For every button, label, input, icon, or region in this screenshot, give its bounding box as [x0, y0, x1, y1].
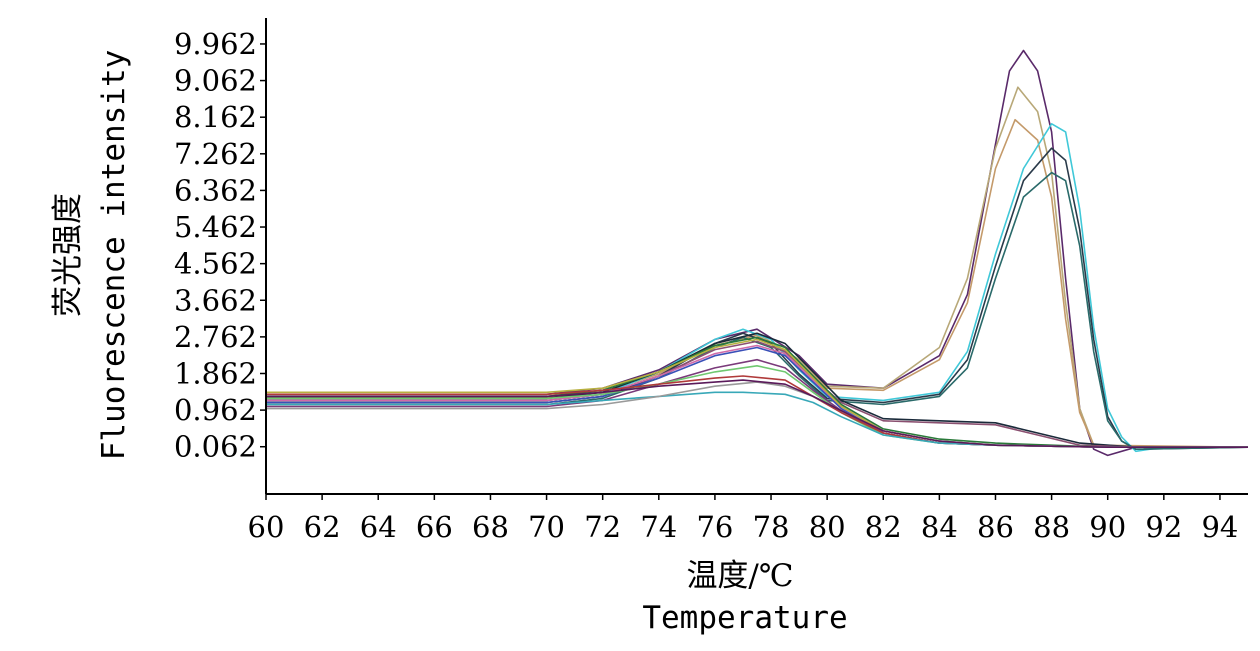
- x-tick-label: 90: [1089, 510, 1126, 544]
- y-tick-label: 5.462: [174, 210, 257, 244]
- series-line-4: [266, 123, 1248, 453]
- series-line-3: [266, 118, 1249, 448]
- y-tick-label: 4.562: [174, 247, 257, 281]
- x-tick-label: 86: [977, 510, 1014, 544]
- series-line-9: [266, 336, 1248, 448]
- y-tick-label: 9.062: [174, 64, 257, 98]
- x-tick-label: 84: [921, 510, 958, 544]
- y-tick-label: 3.662: [174, 283, 257, 317]
- x-tick-group: 60 62 64 66 68 70 72 74 76 78 80 82 84 86 88 90 92 94: [248, 494, 1238, 544]
- y-tick-label: 6.362: [174, 173, 257, 207]
- y-axis-title-en: Fluorescence intensity: [96, 50, 132, 461]
- series-line-6: [266, 171, 1249, 450]
- series-line-18: [266, 379, 1248, 448]
- y-tick-label: 0.062: [174, 430, 257, 464]
- x-tick-label: 74: [640, 510, 677, 544]
- y-tick-label: 2.762: [174, 320, 257, 354]
- series-line-13: [266, 358, 1248, 448]
- x-tick-label: 60: [248, 510, 285, 544]
- plot-series-group: [266, 49, 1249, 457]
- y-axis-title-cn: 荧光强度: [50, 193, 86, 317]
- series-line-7: [266, 332, 1248, 448]
- axes-group: [265, 18, 1248, 495]
- y-tick-label: 9.962: [174, 27, 257, 61]
- x-axis-title-en: Temperature: [642, 600, 847, 636]
- x-tick-label: 70: [528, 510, 565, 544]
- x-tick-label: 72: [584, 510, 621, 544]
- x-tick-label: 64: [360, 510, 397, 544]
- x-tick-label: 78: [753, 510, 790, 544]
- x-tick-label: 88: [1033, 510, 1070, 544]
- x-tick-label: 66: [416, 510, 453, 544]
- x-tick-label: 92: [1145, 510, 1182, 544]
- x-tick-label: 80: [809, 510, 846, 544]
- y-tick-label: 8.162: [174, 100, 257, 134]
- y-tick-label: 7.262: [174, 137, 257, 171]
- y-tick-label: 0.962: [174, 393, 257, 427]
- x-axis-title-cn: 温度/℃: [686, 558, 793, 594]
- x-tick-label: 68: [472, 510, 509, 544]
- x-tick-label: 76: [696, 510, 733, 544]
- x-tick-label: 62: [304, 510, 341, 544]
- x-tick-label: 94: [1201, 510, 1238, 544]
- y-tick-label: 1.862: [174, 356, 257, 390]
- x-tick-label: 82: [865, 510, 902, 544]
- y-tick-group: 0.0620.9621.8622.7623.6624.5625.4626.362…: [174, 27, 266, 464]
